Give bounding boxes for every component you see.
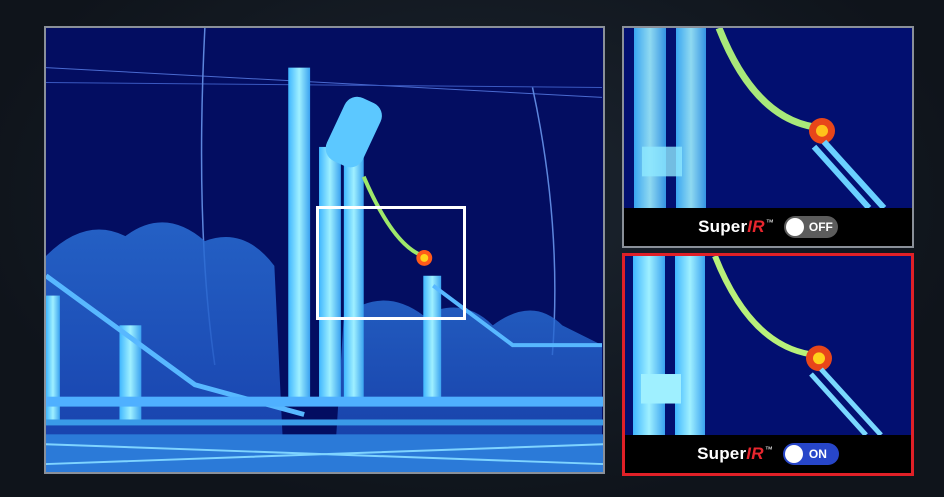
thermal-scene-icon xyxy=(46,28,603,472)
thumb-image-on xyxy=(625,256,911,435)
toggle-label: OFF xyxy=(808,220,833,234)
thermal-closeup-enhanced-icon xyxy=(625,256,911,435)
superir-logo: SuperIR™ xyxy=(698,217,774,236)
superir-toggle-on[interactable]: ON xyxy=(782,443,839,465)
toggle-label: ON xyxy=(808,447,827,461)
zoom-selection-box[interactable] xyxy=(316,206,466,320)
toggle-knob xyxy=(784,445,803,463)
caption-bar-off: SuperIR™ OFF xyxy=(624,208,912,246)
main-thermal-image xyxy=(44,26,605,474)
caption-bar-on: SuperIR™ ON xyxy=(625,435,911,473)
thermal-closeup-icon xyxy=(624,28,912,208)
superir-on-panel: SuperIR™ ON xyxy=(622,253,914,476)
superir-off-panel: SuperIR™ OFF xyxy=(622,26,914,248)
superir-logo: SuperIR™ xyxy=(697,444,773,463)
thumb-image-off xyxy=(624,28,912,208)
toggle-knob xyxy=(785,218,804,236)
superir-toggle-off[interactable]: OFF xyxy=(783,216,838,238)
